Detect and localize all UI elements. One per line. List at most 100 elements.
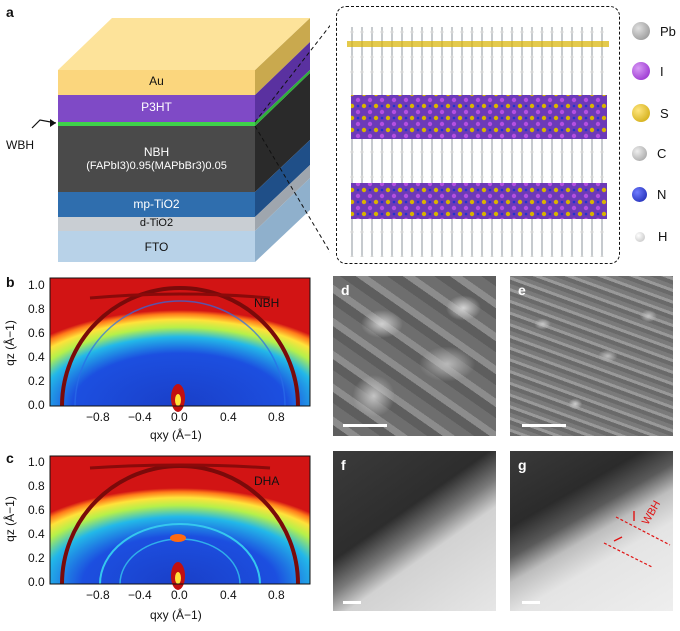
legend-h: H [632,229,667,244]
fto-label: FTO [144,240,169,254]
specular-spot-core-b [175,394,181,406]
ring-low-q-c [99,523,261,585]
nbh-label: NBH [143,145,170,159]
p3ht-side [255,42,310,122]
y-axis-label-b: qz (Å−1) [3,320,17,366]
panel-letter-a: a [6,4,14,20]
legend-pb-label: Pb [660,23,676,39]
x-tick-b-0: −0.8 [86,410,110,424]
ring-primary-b [60,286,300,407]
y-tick-c-4: 0.2 [28,551,45,565]
legend-h-label: H [658,229,668,244]
zoom-connector-top [254,24,330,123]
plot-frame-c [49,455,311,585]
x-tick-c-2: 0.0 [171,588,188,602]
n-atom-icon [632,187,647,202]
wbh-layer [58,122,255,126]
sem-image-dha: e [510,276,673,436]
x-axis-label-c: qxy (Å−1) [150,608,202,622]
nbh-sample-label: NBH [254,296,280,310]
panel-letter-g: g [518,457,527,473]
x-tick-b-1: −0.4 [128,410,152,424]
y-tick-b-4: 0.2 [28,374,45,388]
mp-tio2-layer [58,192,255,217]
arc-top-b [89,292,271,300]
y-tick-c-3: 0.4 [28,527,45,541]
legend-s: S [632,104,669,122]
molecular-structure-box [336,6,620,264]
i-atom-icon [632,62,650,80]
legend-n-label: N [657,187,667,202]
x-axis-label-b: qxy (Å−1) [150,428,202,442]
specular-spot-core-c [175,572,181,584]
giwaxs-plot-dha [49,455,311,590]
y-tick-b-2: 0.6 [28,326,45,340]
device-stack-diagram [31,18,330,262]
scale-bar-g [522,601,540,604]
scale-bar-e [522,424,566,427]
panel-letter-e: e [518,282,526,298]
legend-c: C [632,146,666,161]
wbh-thickness-annotation [603,511,671,568]
fto-side [255,178,310,262]
x-tick-b-4: 0.8 [268,410,285,424]
mp-tio2-side [255,140,310,217]
y-axis-label-c: qz (Å−1) [3,496,17,542]
legend-n: N [632,187,666,202]
legend-c-label: C [657,146,667,161]
y-tick-b-1: 0.8 [28,302,45,316]
legend-i: I [632,62,664,80]
y-tick-b-5: 0.0 [28,398,45,412]
p3ht-layer [58,95,255,122]
ring-secondary-b [74,300,286,407]
y-tick-b-3: 0.4 [28,350,45,364]
y-tick-b-0: 1.0 [28,278,45,292]
wbh-arrowhead [50,119,56,127]
wbh-bound-inner [615,516,671,546]
s-atom-icon [632,104,650,122]
tem-image-dha: g WBH [510,451,673,611]
legend-i-label: I [660,63,664,79]
scale-bar-d [343,424,387,427]
y-tick-c-2: 0.6 [28,503,45,517]
nbh-side [255,73,310,192]
panel-letter-c: c [6,450,14,466]
au-top-face [58,18,310,70]
nbh-layer [58,126,255,192]
x-tick-b-3: 0.4 [220,410,237,424]
mp-tio2-label: mp-TiO2 [133,197,180,211]
wbh-tick-bottom [613,536,623,542]
panel-letter-d: d [341,282,350,298]
au-side [255,18,310,95]
d-tio2-side [255,165,310,231]
y-tick-c-0: 1.0 [28,455,45,469]
fto-layer [58,231,255,262]
giwaxs-plot-nbh [49,277,311,412]
arc-top-c [89,463,271,470]
au-label: Au [149,74,164,88]
d-tio2-label: d-TiO2 [139,217,174,229]
molecular-structure-illustration [347,27,609,257]
y-tick-c-5: 0.0 [28,575,45,589]
scale-bar-f [343,601,361,604]
sem-image-nbh: d [333,276,496,436]
panel-letter-f: f [341,457,346,473]
wbh-side [255,70,310,126]
d-tio2-layer [58,217,255,231]
dha-sample-label: DHA [254,474,280,488]
zoom-connector-bottom [254,125,330,253]
panel-letter-b: b [6,274,15,290]
c-atom-icon [632,146,647,161]
pb-atom-icon [632,22,650,40]
wbh-label: WBH [6,138,34,152]
x-tick-c-1: −0.4 [128,588,152,602]
wbh-bound-outer [603,542,653,568]
au-layer [58,70,255,95]
y-tick-c-1: 0.8 [28,479,45,493]
tem-image-nbh: f [333,451,496,611]
nbh-formula-label: (FAPbI3)0.95(MAPbBr3)0.05 [86,160,227,172]
x-tick-c-0: −0.8 [86,588,110,602]
bragg-spot-c [170,534,186,542]
x-tick-c-4: 0.8 [268,588,285,602]
legend-pb: Pb [632,22,676,40]
